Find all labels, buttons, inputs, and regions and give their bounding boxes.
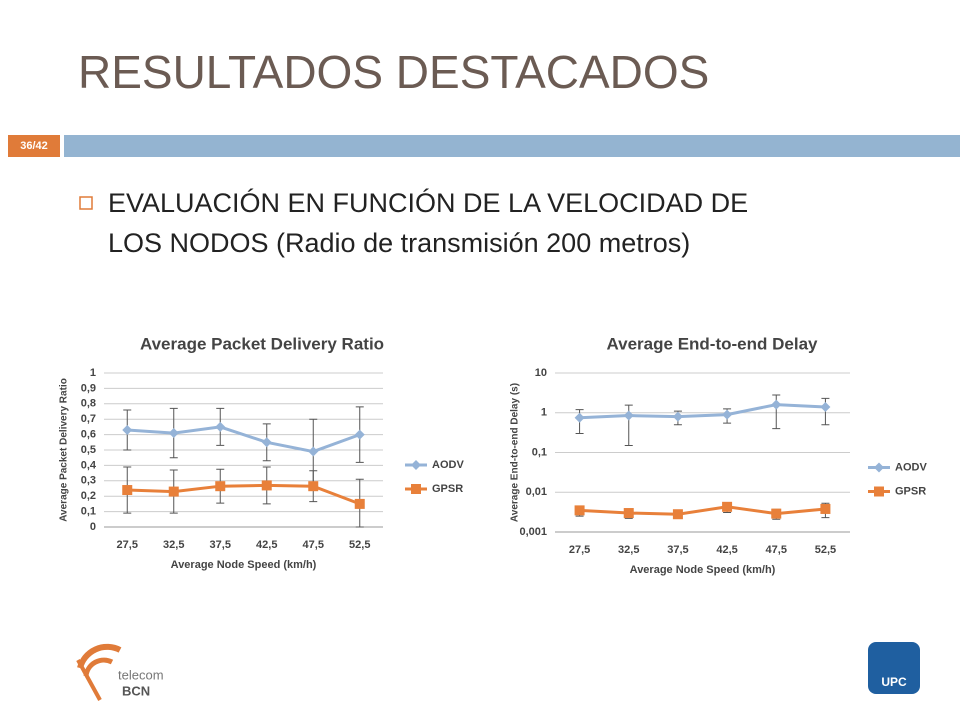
- x-axis-title: Average Node Speed (km/h): [171, 559, 317, 571]
- x-tick-label: 27,5: [569, 544, 590, 556]
- y-tick-label: 0,1: [81, 506, 96, 518]
- marker: [672, 509, 683, 520]
- y-axis-title: Average Packet Delivery Ratio: [59, 378, 70, 522]
- y-tick-label: 1: [541, 407, 547, 419]
- y-tick-label: 1: [90, 367, 96, 379]
- y-tick-label: 0: [90, 521, 96, 533]
- y-axis-title: Average End-to-end Delay (s): [510, 383, 521, 522]
- logo-text: BCN: [122, 683, 150, 698]
- y-tick-label: 0,7: [81, 413, 96, 425]
- marker: [771, 399, 782, 410]
- legend-label: AODV: [895, 461, 927, 473]
- legend-label: GPSR: [432, 483, 463, 495]
- y-tick-label: 0,3: [81, 475, 96, 487]
- x-tick-label: 37,5: [667, 544, 688, 556]
- marker: [722, 409, 733, 420]
- marker: [168, 486, 179, 497]
- bullet-square: [79, 196, 93, 210]
- marker: [354, 429, 365, 440]
- y-tick-label: 0,1: [532, 446, 547, 458]
- logo-text: telecom: [118, 667, 164, 682]
- marker: [574, 412, 585, 423]
- legend-marker: [874, 462, 884, 473]
- logo-text: UPC: [881, 675, 907, 689]
- legend-label: AODV: [432, 459, 464, 471]
- x-tick-label: 47,5: [303, 539, 324, 551]
- chart-title: Average End-to-end Delay: [607, 334, 819, 353]
- bullet-text: EVALUACIÓN EN FUNCIÓN DE LA VELOCIDAD DE: [108, 187, 748, 218]
- y-tick-label: 10: [535, 367, 547, 379]
- x-tick-label: 52,5: [349, 539, 370, 551]
- y-tick-label: 0,2: [81, 490, 96, 502]
- marker: [168, 428, 179, 439]
- y-tick-label: 0,5: [81, 444, 96, 456]
- y-tick-label: 0,6: [81, 429, 96, 441]
- x-tick-label: 32,5: [163, 539, 184, 551]
- legend-marker: [874, 486, 884, 497]
- y-tick-label: 0,001: [519, 526, 547, 538]
- marker: [261, 437, 272, 448]
- page-badge: [8, 135, 60, 157]
- x-tick-label: 27,5: [117, 539, 138, 551]
- marker: [215, 481, 226, 492]
- chart-title: Average Packet Delivery Ratio: [140, 334, 384, 353]
- x-tick-label: 42,5: [256, 539, 277, 551]
- marker: [122, 424, 133, 435]
- series-line: [579, 505, 826, 516]
- y-tick-label: 0,9: [81, 382, 96, 394]
- series-line: [127, 483, 361, 506]
- upc-logo: UPC: [868, 642, 920, 694]
- header-bar: [64, 135, 960, 157]
- legend-marker: [411, 484, 421, 494]
- legend-label: GPSR: [895, 485, 926, 497]
- marker: [308, 446, 319, 457]
- marker: [722, 501, 733, 512]
- y-tick-label: 0,8: [81, 398, 96, 410]
- slide-title: RESULTADOS DESTACADOS: [78, 46, 709, 98]
- x-axis-title: Average Node Speed (km/h): [630, 564, 776, 576]
- x-tick-label: 37,5: [210, 539, 231, 551]
- x-tick-label: 52,5: [815, 544, 836, 556]
- telecom-logo: telecom BCN: [76, 643, 164, 701]
- x-tick-label: 47,5: [766, 544, 787, 556]
- bullet-text: LOS NODOS (Radio de transmisión 200 metr…: [108, 228, 690, 258]
- marker: [215, 421, 226, 432]
- marker: [623, 508, 634, 519]
- x-tick-label: 32,5: [618, 544, 639, 556]
- marker: [623, 410, 634, 421]
- y-tick-label: 0,01: [526, 486, 547, 498]
- series-line: [579, 403, 826, 420]
- marker: [820, 401, 831, 412]
- series-line: [127, 425, 361, 454]
- marker: [771, 508, 782, 519]
- marker: [672, 411, 683, 422]
- x-tick-label: 42,5: [716, 544, 737, 556]
- marker: [820, 503, 831, 514]
- y-tick-label: 0,4: [81, 459, 97, 471]
- marker: [308, 481, 319, 492]
- marker: [574, 505, 585, 516]
- marker: [122, 485, 133, 496]
- marker: [261, 480, 272, 491]
- marker: [354, 498, 365, 509]
- page-number: 36/42: [20, 140, 48, 152]
- legend-marker: [411, 460, 421, 470]
